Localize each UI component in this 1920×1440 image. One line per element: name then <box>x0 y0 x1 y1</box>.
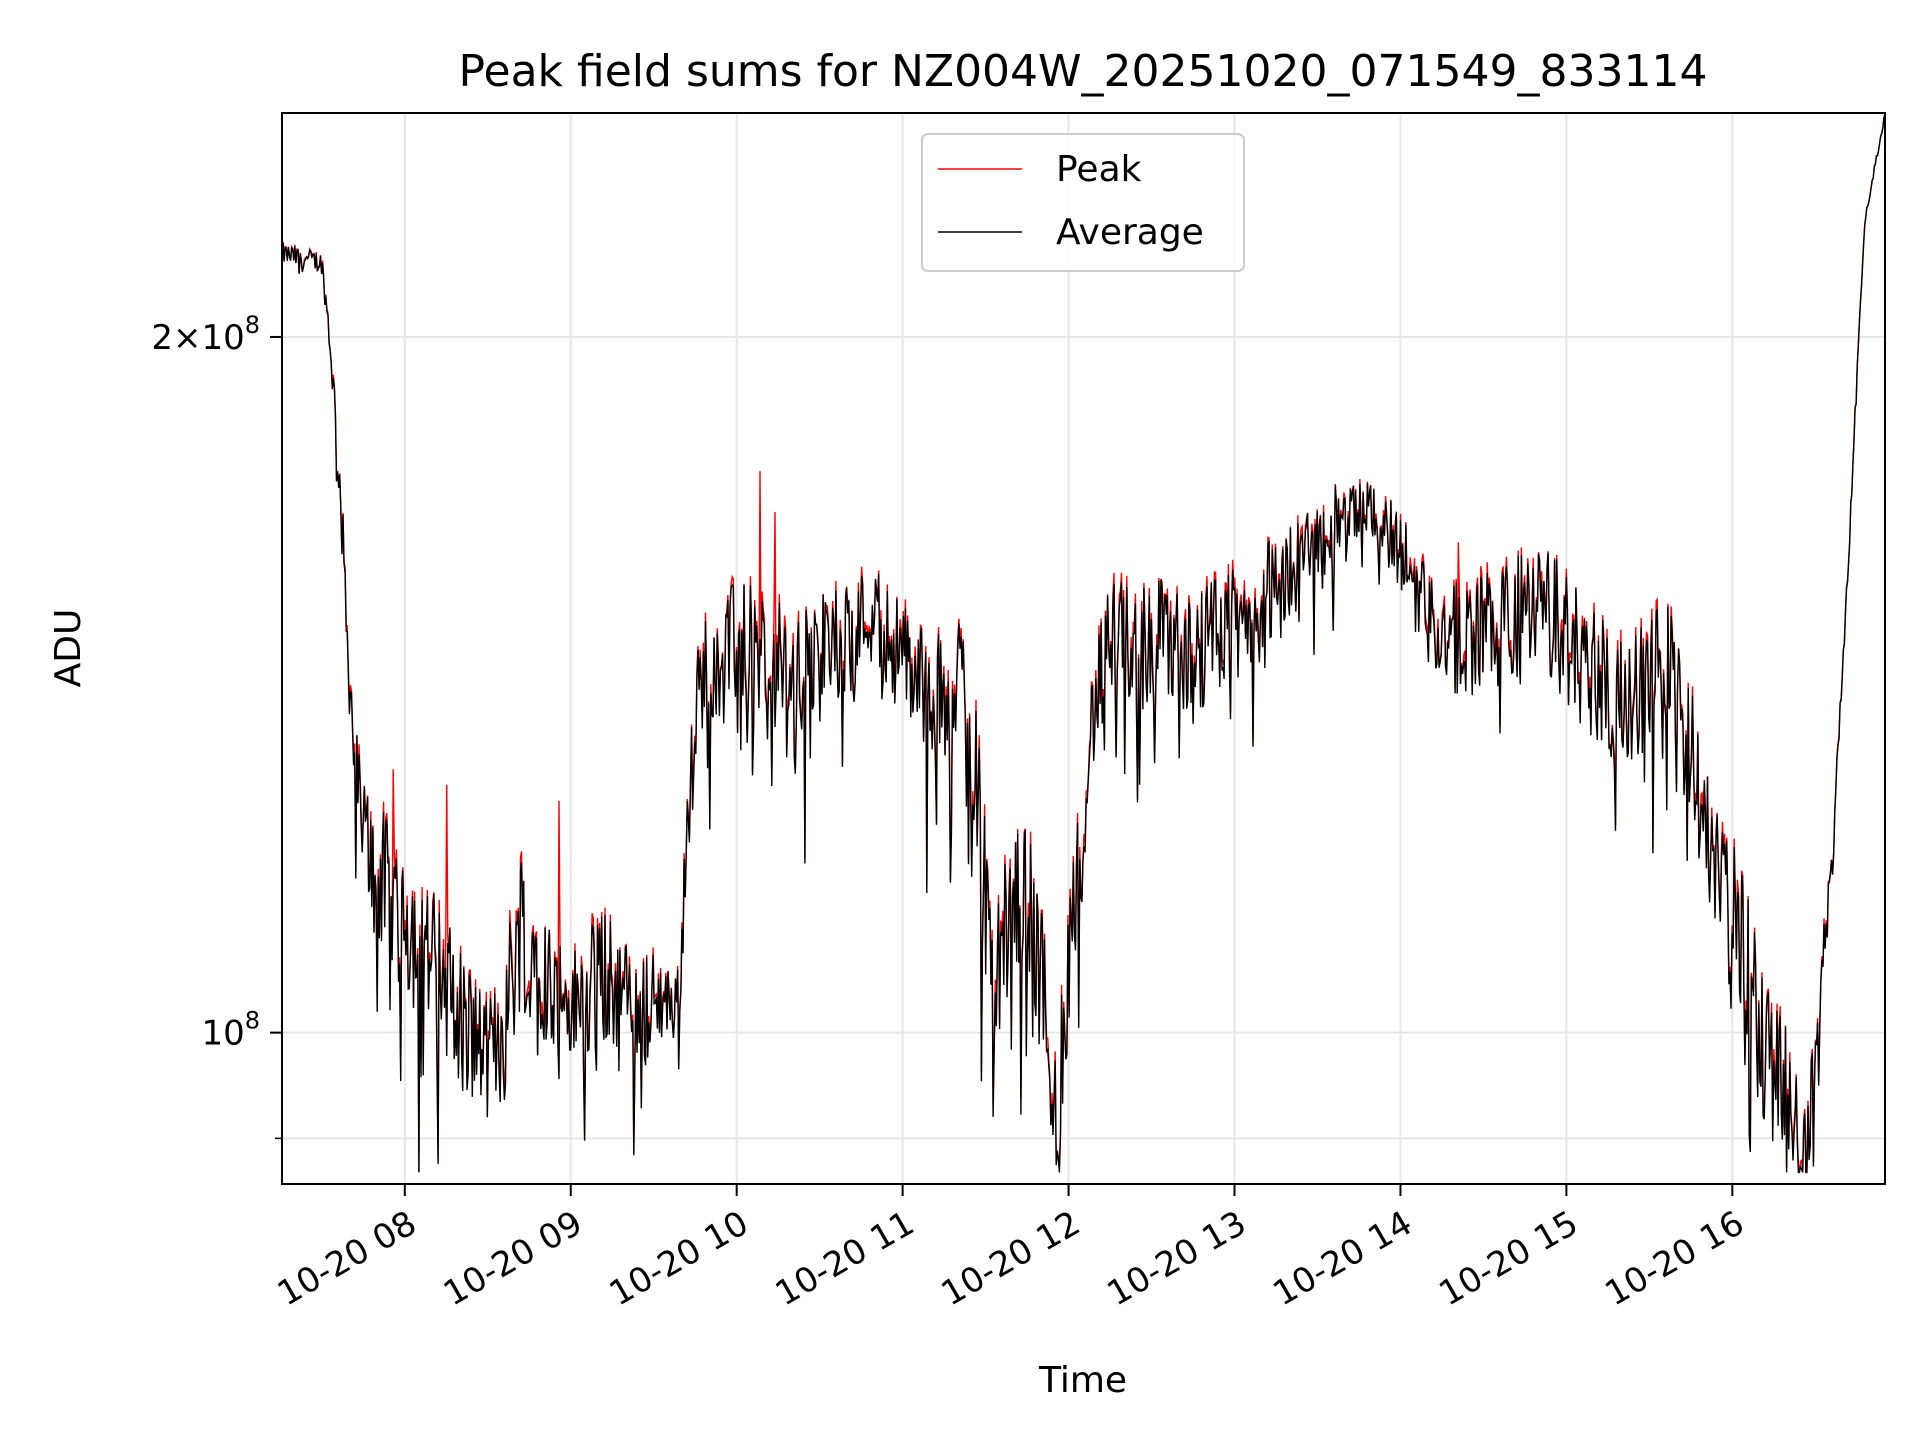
y-axis-ticks: 2×108 108 <box>151 311 282 1140</box>
y-axis-label: ADU <box>48 609 89 688</box>
y-tick-label: 2×108 <box>151 311 260 358</box>
series-average-line <box>281 114 1886 1174</box>
legend-peak-label: Peak <box>1056 149 1142 190</box>
y-tick-label: 108 <box>201 1007 260 1054</box>
legend-average-label: Average <box>1056 212 1204 253</box>
legend: Peak Average <box>921 133 1245 272</box>
x-axis-label: Time <box>1038 1360 1127 1401</box>
chart-title: Peak field sums for NZ004W_20251020_0715… <box>459 46 1708 97</box>
plot-frame <box>281 112 1886 1185</box>
data-lines <box>281 113 1886 1174</box>
